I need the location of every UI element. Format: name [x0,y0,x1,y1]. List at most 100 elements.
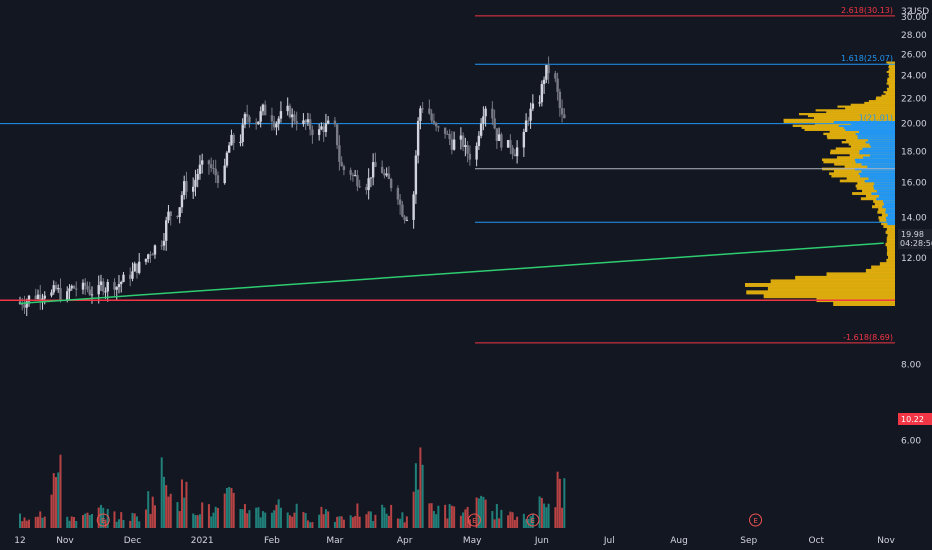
x-tick-label: Apr [397,536,413,546]
fibonacci-levels[interactable]: 2.618(30.13) 1.618(25.07) 1(21.01) -1.618(8… [0,6,895,344]
trendline [19,242,884,305]
candle-body [356,175,359,187]
volume-bar [318,514,321,528]
candle-body [443,127,447,134]
volume-bar [435,514,438,528]
price-axis[interactable]: 32 USD 30.00 28.00 26.00 24.00 22.00 20.00 18.… [901,7,929,446]
volume-bar [342,519,345,528]
volume-bar [194,514,197,528]
profile-bar-value-area [876,189,895,193]
candle-body [25,301,28,308]
profile-bar-total [746,290,895,295]
volume-bar [340,516,343,528]
profile-bar-total [763,294,895,299]
candle-body [482,116,485,124]
volume-bar [223,493,226,528]
profile-bar-value-area [859,130,895,134]
candle-body [371,162,375,178]
candle-body [90,294,94,296]
y-tick-label: 20.00 [901,120,927,130]
candle-body [223,165,226,184]
volume-bar [176,502,179,528]
y-tick-label: 26.00 [901,51,927,61]
volume-bar [525,519,528,528]
candle-body [102,281,105,292]
volume-bar [475,497,478,528]
axis-currency[interactable]: USD [910,7,929,17]
volume-bar [183,497,186,528]
profile-bar-total [887,89,895,92]
profile-bar-value-area [854,158,895,162]
volume-bar [444,504,447,528]
volume-bar [351,517,354,528]
profile-bar-value-area [883,199,895,203]
volume-bar [446,518,449,528]
profile-bar-total [745,283,895,287]
volume-bar [450,505,453,528]
profile-bar-total [875,98,895,101]
volume-bar [66,516,69,528]
volume-bar [336,516,339,528]
volume-bar [403,522,406,528]
candle-body [403,216,406,220]
volume-bar [57,472,60,528]
profile-bar-total [783,118,895,122]
candle-body [272,121,276,128]
profile-bar-value-area [885,210,895,214]
time-axis[interactable]: 12 Nov Dec 2021 Feb Mar Apr May Jun Jul Aug Sep Oct N… [14,536,895,546]
profile-bar-total [845,107,895,110]
volume-bar [180,479,183,528]
profile-bar-value-area [868,177,895,180]
candle-body [387,173,391,180]
volume-bar [133,513,136,528]
candle-body [324,123,328,133]
profile-bar-value-area [855,160,895,164]
volume-bar [273,510,276,528]
profile-bar-value-area [883,202,895,206]
volume-bar [153,505,156,528]
fib-level-label: 2.618(30.13) [841,6,893,15]
volume-bar [192,513,195,528]
candle-body [52,285,55,293]
volume-bar [97,507,100,528]
volume-bar [498,518,501,528]
profile-bar-total [850,103,895,106]
profile-bar-value-area [843,126,895,129]
candle-body [495,128,499,141]
candle-body [353,175,357,177]
candle-body [153,245,157,255]
candle-body [34,295,37,299]
volume-bar [228,486,231,528]
volume-bar [432,511,435,528]
candle-body [522,131,526,148]
candle-body [529,108,532,121]
candle-body [286,105,289,112]
volume-bar [198,514,201,528]
candle-body [338,145,341,162]
candle-body [239,142,242,144]
candle-body [97,285,100,295]
candle-body [227,145,231,153]
candle-body [290,114,294,118]
profile-bar-value-area [864,179,895,183]
candle-body [209,164,213,168]
profile-bar-total [885,92,895,96]
candle-body [306,119,310,123]
volume-bar [412,491,415,528]
y-tick-label: 24.00 [901,72,927,82]
profile-bar-value-area [870,153,895,157]
profile-bar-total [886,245,895,250]
volume-bar [185,481,188,528]
candlesticks [18,56,566,317]
drawings[interactable] [0,242,895,305]
volume-bar [84,513,87,528]
x-tick-label: May [463,536,482,546]
candle-body [531,103,535,109]
volume-bar [27,519,30,528]
volume-bar [327,511,330,528]
candle-body [167,211,170,221]
volume-bar [291,516,294,528]
profile-bar-total [885,242,895,247]
